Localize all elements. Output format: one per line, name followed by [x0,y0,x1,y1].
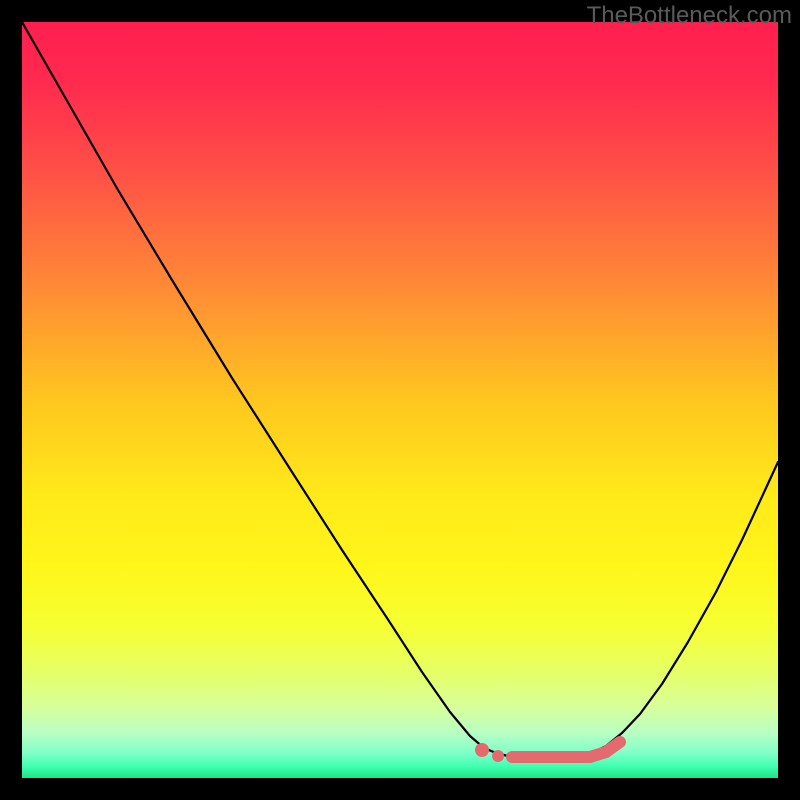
chart-outer-frame: TheBottleneck.com [0,0,800,800]
plot-area [22,22,778,778]
attribution-label: TheBottleneck.com [587,2,792,30]
curve-overlay-svg [22,22,778,778]
